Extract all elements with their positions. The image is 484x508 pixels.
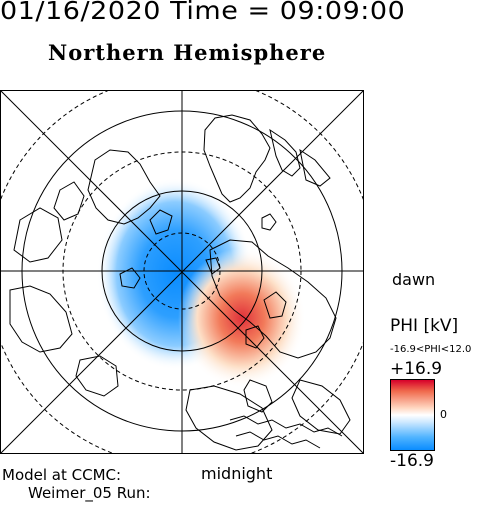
meridian-diag-2 [0,90,364,454]
map-frame [0,90,364,454]
colorbar-max-label: +16.9 [390,359,443,379]
colorbar-title: PHI [kV] [390,316,459,336]
colorbar-min-label: -16.9 [390,451,434,471]
model-line: Model at CCMC: [2,466,122,484]
polar-map [0,90,364,454]
colorbar-zero-label: 0 [440,408,447,421]
positive-potential-cell [178,248,306,388]
dawn-label: dawn [392,270,436,289]
run-line: Weimer_05 Run: [28,484,151,502]
coastlines [9,114,351,451]
midnight-label: midnight [201,464,273,483]
colorbar [390,379,435,451]
polar-map-svg [0,90,364,454]
colorbar-range: -16.9<PHI<12.0 [390,344,472,355]
date-time-header: 01/16/2020 Time = 09:09:00 [0,0,406,25]
hemisphere-title: Northern Hemisphere [48,40,327,65]
